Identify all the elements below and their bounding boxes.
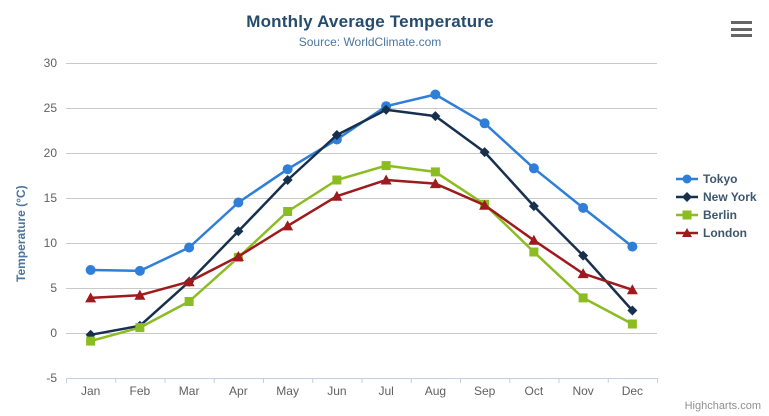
- data-point-tokyo[interactable]: [627, 241, 638, 252]
- legend-item-label: London: [703, 226, 747, 240]
- legend-item-berlin[interactable]: Berlin: [676, 206, 757, 224]
- data-point-london[interactable]: [626, 284, 638, 295]
- data-point-berlin[interactable]: [381, 161, 391, 171]
- legend: Tokyo New York Berlin London: [676, 170, 757, 242]
- legend-item-london[interactable]: London: [676, 224, 757, 242]
- data-point-london[interactable]: [479, 199, 491, 210]
- series-line-tokyo: [89, 93, 634, 273]
- data-point-london[interactable]: [85, 292, 97, 303]
- data-point-tokyo[interactable]: [85, 265, 96, 275]
- data-point-tokyo[interactable]: [578, 202, 589, 213]
- data-point-tokyo[interactable]: [479, 118, 490, 129]
- x-axis-label: Jul: [378, 384, 393, 398]
- y-axis-tick-label: 5: [50, 281, 57, 295]
- x-axis-label: Jun: [327, 384, 346, 398]
- data-point-london[interactable]: [232, 251, 244, 261]
- y-axis-tick-label: 0: [50, 326, 57, 340]
- data-point-berlin[interactable]: [283, 207, 293, 216]
- data-point-berlin[interactable]: [332, 175, 342, 185]
- data-point-new-york[interactable]: [528, 201, 539, 212]
- x-axis-label: Aug: [425, 384, 446, 398]
- data-point-new-york[interactable]: [430, 111, 441, 122]
- data-point-berlin[interactable]: [627, 319, 637, 329]
- x-axis-label: May: [276, 384, 299, 398]
- x-axis-label: Dec: [622, 384, 643, 398]
- data-point-london[interactable]: [282, 220, 294, 231]
- data-point-london[interactable]: [134, 289, 146, 300]
- x-axis-label: Sep: [474, 384, 496, 398]
- x-axis-label: Jan: [81, 384, 100, 398]
- data-point-new-york[interactable]: [282, 175, 293, 185]
- data-point-london[interactable]: [528, 234, 540, 245]
- data-point-berlin[interactable]: [135, 323, 145, 333]
- data-point-london[interactable]: [577, 268, 589, 279]
- y-axis-tick-label: 15: [44, 191, 58, 205]
- triangle-legend-marker-icon: [676, 228, 698, 237]
- x-axis-label: Feb: [130, 384, 151, 398]
- hamburger-bar: [731, 34, 752, 37]
- legend-item-label: New York: [703, 190, 757, 204]
- chart-subtitle: Source: WorldClimate.com: [298, 35, 442, 49]
- x-axis-label: Apr: [229, 384, 248, 398]
- data-point-tokyo[interactable]: [282, 164, 293, 175]
- data-point-berlin[interactable]: [184, 297, 194, 306]
- chart-title: Monthly Average Temperature: [246, 12, 494, 31]
- square-legend-marker-icon: [676, 210, 698, 220]
- data-point-new-york[interactable]: [233, 226, 244, 237]
- data-point-new-york[interactable]: [381, 104, 392, 115]
- y-axis-title: Temperature (°C): [14, 185, 28, 282]
- series-line-london: [89, 178, 634, 300]
- data-point-tokyo[interactable]: [528, 163, 539, 174]
- legend-item-tokyo[interactable]: Tokyo: [676, 170, 757, 188]
- y-axis-tick-label: -5: [46, 371, 57, 385]
- data-point-berlin[interactable]: [430, 167, 440, 177]
- y-axis-tick-label: 20: [44, 146, 58, 160]
- y-axis-tick-label: 30: [44, 56, 58, 70]
- data-point-london[interactable]: [183, 276, 195, 287]
- series-line-berlin: [89, 164, 634, 343]
- data-point-berlin[interactable]: [578, 293, 588, 303]
- data-point-london[interactable]: [429, 178, 441, 189]
- data-point-london[interactable]: [380, 174, 392, 185]
- data-point-new-york[interactable]: [479, 147, 490, 158]
- x-axis-label: Mar: [179, 384, 200, 398]
- data-point-new-york[interactable]: [578, 250, 589, 261]
- circle-legend-marker-icon: [676, 174, 698, 184]
- data-point-london[interactable]: [331, 190, 343, 201]
- data-point-new-york[interactable]: [331, 130, 342, 140]
- diamond-legend-marker-icon: [676, 192, 698, 202]
- data-point-new-york[interactable]: [627, 305, 638, 316]
- y-axis-tick-label: 10: [44, 236, 58, 250]
- hamburger-menu-icon[interactable]: [731, 21, 752, 37]
- data-point-berlin[interactable]: [86, 336, 96, 346]
- x-axis-label: Oct: [525, 384, 544, 398]
- y-axis-tick-label: 25: [44, 101, 58, 115]
- data-point-tokyo[interactable]: [134, 265, 145, 276]
- legend-item-new-york[interactable]: New York: [676, 188, 757, 206]
- x-axis-label: Nov: [572, 384, 593, 398]
- credits-link[interactable]: Highcharts.com: [684, 400, 761, 412]
- legend-item-label: Tokyo: [703, 172, 738, 186]
- data-point-tokyo[interactable]: [233, 197, 244, 208]
- hamburger-bar: [731, 27, 752, 31]
- series-line-new-york: [89, 108, 634, 337]
- data-point-tokyo[interactable]: [184, 242, 195, 253]
- legend-item-label: Berlin: [703, 208, 738, 222]
- data-point-tokyo[interactable]: [430, 89, 441, 100]
- data-point-berlin[interactable]: [529, 247, 539, 257]
- hamburger-bar: [731, 21, 752, 24]
